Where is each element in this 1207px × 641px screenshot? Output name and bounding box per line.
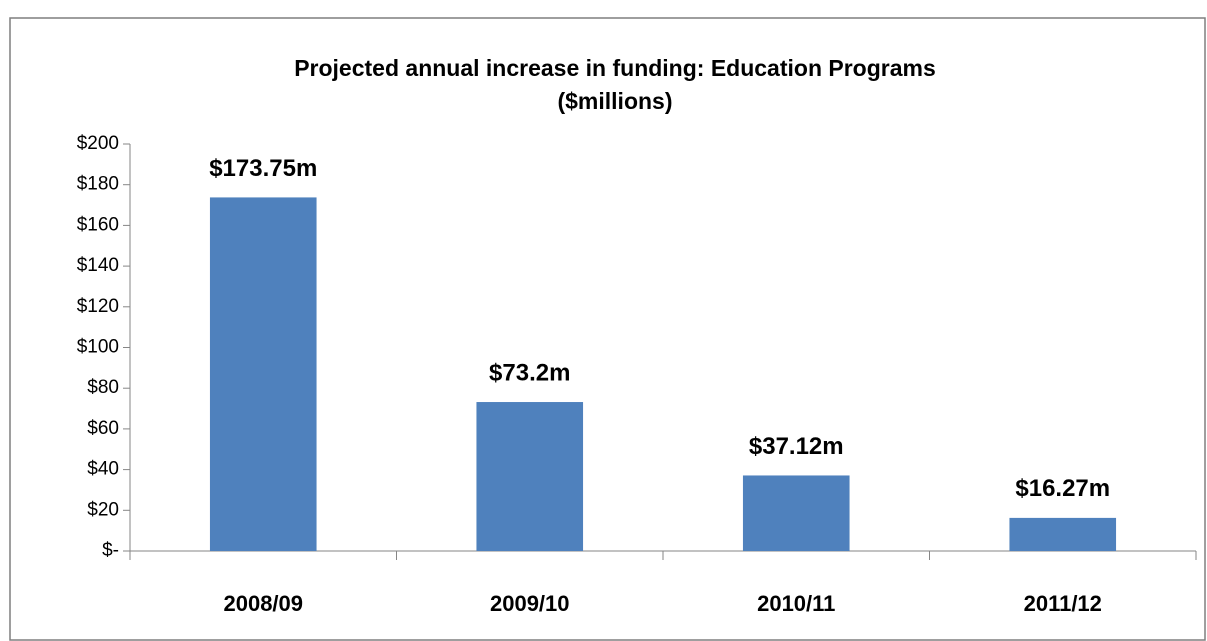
y-tick-label: $180 xyxy=(77,174,119,195)
chart-subtitle: ($millions) xyxy=(557,88,672,114)
bar xyxy=(1009,517,1117,551)
y-tick-label: $20 xyxy=(87,499,119,520)
y-tick-label: $200 xyxy=(77,133,119,154)
chart-title: Projected annual increase in funding: Ed… xyxy=(294,55,936,81)
y-tick-label: $100 xyxy=(77,337,119,358)
y-tick-label: $60 xyxy=(87,418,119,439)
bar xyxy=(742,475,850,551)
y-tick-label: $- xyxy=(102,540,119,561)
x-tick-label: 2009/10 xyxy=(490,591,570,616)
y-tick-label: $80 xyxy=(87,377,119,398)
bar xyxy=(476,402,584,551)
bar xyxy=(209,197,317,551)
y-tick-label: $40 xyxy=(87,459,119,480)
data-label: $16.27m xyxy=(1015,475,1110,502)
y-tick-label: $120 xyxy=(77,296,119,317)
data-label: $173.75m xyxy=(209,155,317,182)
x-tick-label: 2010/11 xyxy=(757,591,835,616)
y-tick-label: $160 xyxy=(77,214,119,235)
data-label: $37.12m xyxy=(749,433,844,460)
y-tick-label: $140 xyxy=(77,255,119,276)
data-label: $73.2m xyxy=(489,359,570,386)
chart-frame xyxy=(9,17,1206,641)
x-tick-label: 2008/09 xyxy=(223,591,303,616)
x-tick-label: 2011/12 xyxy=(1024,591,1102,616)
